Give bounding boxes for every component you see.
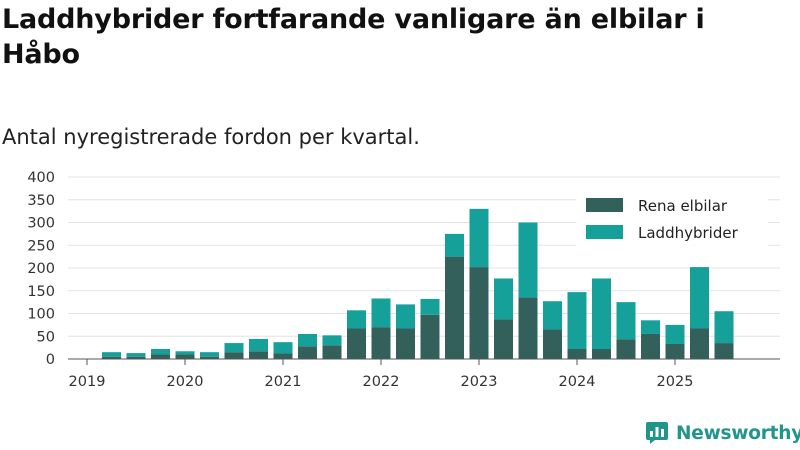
bar-rena-elbilar — [347, 328, 366, 359]
y-tick-label: 50 — [37, 329, 55, 345]
x-tick-label: 2019 — [69, 374, 106, 390]
bar-laddhybrider — [347, 310, 366, 329]
bar-laddhybrider — [641, 320, 660, 334]
bar-laddhybrider — [151, 348, 170, 355]
bar-rena-elbilar — [714, 343, 734, 359]
legend: Rena elbilar Laddhybrider — [576, 189, 768, 253]
y-tick-label: 0 — [46, 352, 55, 368]
bar-laddhybrider — [126, 353, 146, 357]
bar-rena-elbilar — [445, 256, 464, 359]
bar-rena-elbilar — [469, 267, 489, 359]
newsworthy-brand: Newsworthy — [646, 420, 800, 446]
y-tick-label: 300 — [27, 216, 55, 232]
x-tick-label: 2021 — [265, 374, 302, 390]
y-tick-label: 250 — [27, 238, 55, 254]
bar-rena-elbilar — [616, 339, 636, 359]
bar-laddhybrider — [665, 324, 685, 344]
legend-swatch-rena-elbilar — [586, 198, 623, 212]
bar-laddhybrider — [273, 342, 293, 354]
x-tick-label: 2025 — [657, 374, 694, 390]
bar-laddhybrider — [102, 352, 121, 357]
chart-subtitle: Antal nyregistrerade fordon per kvartal. — [2, 125, 420, 149]
bar-rena-elbilar — [151, 354, 170, 359]
bar-rena-elbilar — [690, 328, 709, 359]
legend-swatch-laddhybrider — [586, 225, 623, 239]
bar-laddhybrider — [249, 338, 268, 352]
bar-rena-elbilar — [641, 333, 660, 359]
legend-label-rena-elbilar: Rena elbilar — [638, 197, 728, 215]
x-tick-label: 2024 — [559, 374, 596, 390]
newsworthy-logo-icon — [646, 422, 668, 444]
bar-laddhybrider — [518, 222, 538, 298]
bar-rena-elbilar — [494, 319, 513, 359]
bar-laddhybrider — [322, 335, 342, 346]
bar-rena-elbilar — [298, 346, 317, 359]
bar-laddhybrider — [616, 302, 636, 340]
bar-rena-elbilar — [543, 329, 562, 359]
bar-rena-elbilar — [273, 353, 293, 359]
bar-rena-elbilar — [249, 351, 268, 359]
axes: 0 50 100 150 200 250 300 350 400 2019 2020 2021 2022… — [27, 170, 780, 390]
bar-rena-elbilar — [567, 348, 587, 359]
bar-rena-elbilar — [126, 356, 146, 359]
bar-rena-elbilar — [592, 348, 611, 359]
bar-rena-elbilar — [224, 352, 244, 359]
bar-laddhybrider — [567, 292, 587, 349]
bar-rena-elbilar — [518, 297, 538, 359]
bar-rena-elbilar — [322, 345, 342, 359]
bar-laddhybrider — [396, 304, 415, 329]
bar-rena-elbilar — [175, 354, 195, 359]
bar-laddhybrider — [445, 233, 464, 257]
x-tick-label: 2022 — [363, 374, 400, 390]
bar-laddhybrider — [494, 278, 513, 320]
bars — [102, 208, 734, 359]
y-tick-label: 400 — [27, 170, 55, 186]
bar-laddhybrider — [469, 208, 489, 268]
brand-name: Newsworthy — [676, 422, 800, 444]
bar-laddhybrider — [298, 333, 317, 347]
y-tick-label: 150 — [27, 284, 55, 300]
bar-rena-elbilar — [420, 314, 440, 359]
x-tick-label: 2020 — [167, 374, 204, 390]
bar-rena-elbilar — [371, 327, 391, 359]
bar-rena-elbilar — [200, 356, 219, 359]
y-tick-label: 350 — [27, 193, 55, 209]
bar-laddhybrider — [175, 351, 195, 355]
bar-laddhybrider — [714, 311, 734, 344]
bar-rena-elbilar — [665, 343, 685, 359]
bar-laddhybrider — [371, 298, 391, 328]
bar-laddhybrider — [592, 278, 611, 349]
bar-laddhybrider — [420, 298, 440, 315]
bar-laddhybrider — [200, 352, 219, 357]
bar-laddhybrider — [690, 267, 709, 329]
bar-laddhybrider — [543, 301, 562, 330]
y-tick-label: 200 — [27, 261, 55, 277]
legend-label-laddhybrider: Laddhybrider — [638, 224, 739, 242]
y-tick-label: 100 — [27, 307, 55, 323]
bar-rena-elbilar — [102, 356, 121, 359]
chart-title: Laddhybrider fortfarande vanligare än el… — [2, 4, 705, 70]
x-tick-label: 2023 — [461, 374, 498, 390]
bar-laddhybrider — [224, 343, 244, 353]
bar-rena-elbilar — [396, 328, 415, 359]
